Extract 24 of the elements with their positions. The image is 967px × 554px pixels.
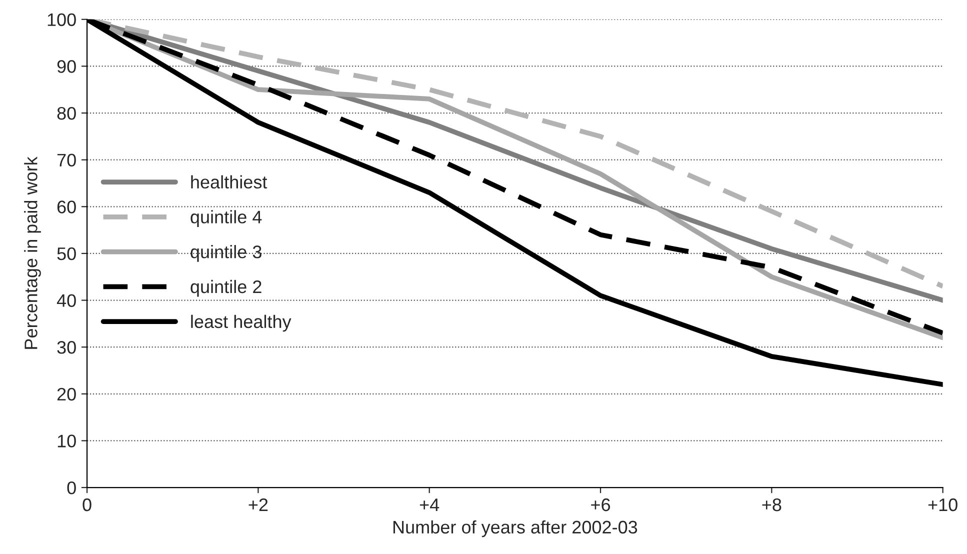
x-tick-label: +4 xyxy=(420,498,440,512)
y-tick-label: 30 xyxy=(57,341,76,354)
y-tick-label: 60 xyxy=(57,200,76,214)
y-tick-label: 40 xyxy=(56,294,76,307)
y-tick-label: 0 xyxy=(67,481,76,494)
x-tick-label: +10 xyxy=(928,498,958,512)
y-axis-title: Percentage in paid work xyxy=(24,156,41,349)
y-tick-label: 10 xyxy=(58,434,76,448)
legend-label: healthiest xyxy=(191,175,268,189)
x-tick-label: +6 xyxy=(591,498,610,512)
y-tick-label: 50 xyxy=(57,247,76,260)
legend-label: quintile 3 xyxy=(190,245,262,262)
y-tick-label: 70 xyxy=(57,154,76,167)
legend-label: quintile 4 xyxy=(190,210,262,227)
x-tick-label: +8 xyxy=(762,498,782,512)
y-tick-label: 90 xyxy=(57,60,76,73)
y-tick-label: 20 xyxy=(57,388,76,401)
y-tick-label: 100 xyxy=(48,13,76,26)
x-tick-label: +2 xyxy=(248,498,268,512)
y-tick-label: 80 xyxy=(57,106,76,120)
legend-label: quintile 2 xyxy=(190,280,262,297)
x-tick-label: 0 xyxy=(82,498,92,512)
legend-label: least healthy xyxy=(191,314,292,332)
x-axis-title: Number of years after 2002-03 xyxy=(393,520,638,538)
